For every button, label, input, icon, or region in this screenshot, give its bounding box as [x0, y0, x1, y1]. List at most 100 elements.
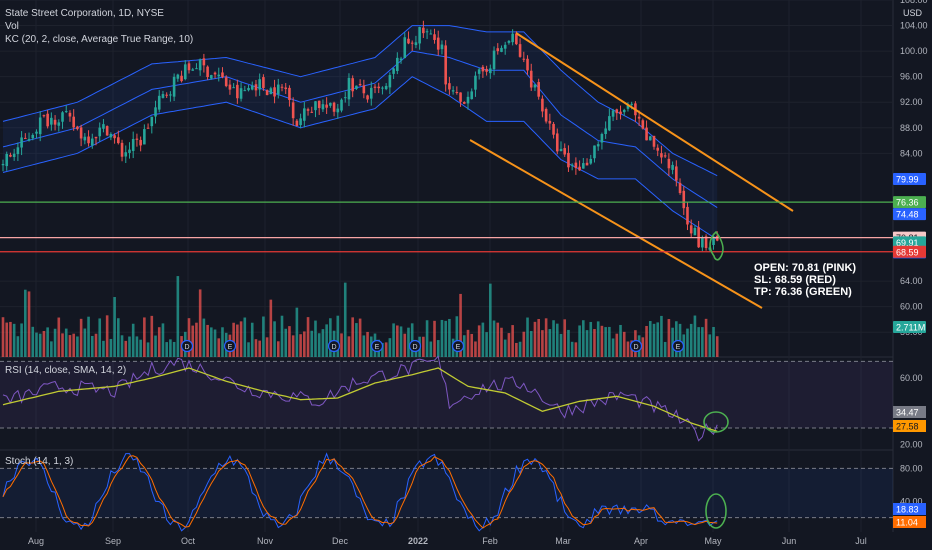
volume-bar [518, 341, 522, 357]
volume-bar [403, 333, 407, 357]
volume-bar [481, 322, 485, 357]
candle-body [288, 87, 291, 101]
volume-bar [489, 283, 492, 357]
candle-body [351, 78, 354, 92]
volume-bar [466, 329, 470, 357]
volume-bar [202, 318, 206, 357]
volume-bar [704, 318, 708, 357]
event-marker-label: D [412, 344, 417, 351]
volume-bar [567, 329, 570, 357]
candle-body [704, 236, 708, 249]
candle-body [247, 87, 250, 91]
rsi-badge: 27.58 [893, 420, 926, 432]
rsi-ma-line [2, 367, 718, 432]
volume-bar [94, 333, 98, 357]
candle-body [90, 138, 94, 146]
volume-bar [470, 333, 474, 357]
candle-body [496, 48, 500, 52]
candle-body [98, 127, 102, 137]
price-tick-label: 104.00 [900, 21, 928, 31]
volume-bar [410, 323, 414, 357]
volume-bar [303, 331, 306, 357]
stoch-tick-label: 80.00 [900, 463, 923, 473]
price-badge-bg [893, 208, 926, 221]
candle-body [645, 127, 648, 141]
price-badge: 2.711M [893, 321, 926, 333]
volume-bar [128, 336, 131, 357]
candle-body [563, 148, 567, 155]
candle-body [113, 135, 116, 139]
volume-bar [284, 328, 288, 357]
volume-bar [288, 326, 291, 357]
candle-body [180, 75, 183, 82]
candle-body [373, 86, 377, 88]
x-tick-label: Mar [555, 536, 571, 546]
event-marker-icon [629, 339, 643, 353]
candle-body [343, 97, 347, 99]
volume-bar [61, 333, 64, 357]
volume-bar [210, 327, 213, 357]
candle-body [68, 112, 72, 117]
volume-bar [496, 322, 500, 357]
candle-body [388, 75, 392, 88]
volume-bar [708, 334, 712, 357]
volume-bar [436, 340, 440, 357]
stoch-badge: 18.83 [893, 503, 926, 515]
price-badge-bg [893, 321, 926, 333]
volume-bar [559, 333, 563, 357]
candle-body [414, 42, 418, 46]
volume-bar [187, 318, 191, 357]
volume-bar [124, 340, 128, 357]
volume-bar [9, 321, 12, 357]
x-tick-label: Dec [332, 536, 349, 546]
volume-bar [254, 339, 258, 357]
price-tick-label: 92.00 [900, 97, 923, 107]
candle-body [299, 118, 302, 126]
candle-body [321, 104, 325, 110]
candle-body [641, 120, 645, 129]
volume-bar [693, 315, 697, 357]
candle-body [314, 101, 317, 111]
candle-body [239, 88, 243, 99]
candle-body [459, 92, 462, 102]
volume-bar [232, 322, 235, 357]
volume-bar [645, 325, 648, 357]
price-tick-label: 84.00 [900, 148, 923, 158]
volume-bar [544, 318, 548, 357]
volume-bar [146, 342, 150, 357]
keltner-middle-line [2, 50, 718, 209]
volume-bar [366, 331, 369, 357]
volume-bar [641, 337, 645, 357]
price-tick-label: 60.00 [900, 302, 923, 312]
volume-bar [329, 318, 332, 357]
price-tick-label: 88.00 [900, 123, 923, 133]
candle-body [526, 58, 529, 71]
volume-bar [236, 324, 239, 357]
rsi-tick-label: 60.00 [900, 373, 923, 383]
candle-body [515, 33, 518, 45]
price-tick-label: 96.00 [900, 72, 923, 82]
candle-body [128, 149, 131, 153]
price-badge-text: 79.99 [896, 174, 919, 184]
stoch-k-line [2, 452, 718, 532]
price-badge-bg [893, 245, 926, 258]
candle-body [61, 112, 64, 122]
candle-body [5, 153, 9, 167]
stoch-band-fill [0, 468, 893, 518]
candle-body [369, 87, 373, 99]
keltner-lower-line [2, 76, 718, 241]
volume-bar [358, 318, 362, 357]
candle-body [143, 129, 146, 145]
price-tick-label: 64.00 [900, 276, 923, 286]
volume-bar [295, 307, 299, 357]
price-badge-text: 68.59 [896, 247, 919, 257]
candle-body [295, 120, 299, 126]
volume-bar [459, 293, 462, 357]
candle-body [648, 136, 652, 141]
candle-body [529, 70, 533, 88]
volume-bar [139, 339, 142, 357]
candle-body [451, 90, 455, 92]
volume-bar [35, 332, 38, 357]
candle-body [403, 37, 407, 59]
